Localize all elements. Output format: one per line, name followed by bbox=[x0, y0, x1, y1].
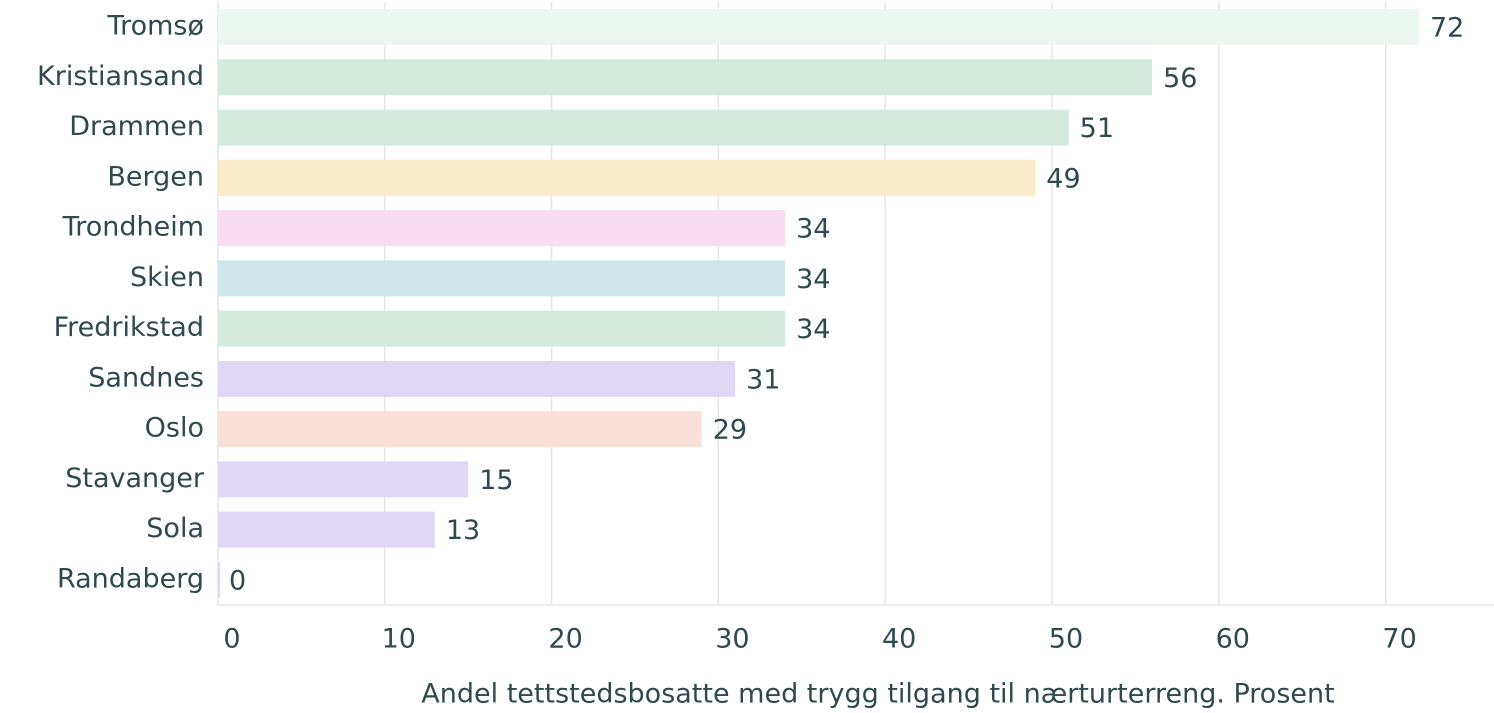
value-label: 34 bbox=[796, 314, 830, 345]
x-tick-label: 30 bbox=[715, 624, 749, 655]
y-tick-label: Trondheim bbox=[62, 212, 204, 243]
bar bbox=[218, 511, 435, 548]
y-tick-label: Oslo bbox=[145, 413, 204, 444]
value-label: 56 bbox=[1163, 63, 1197, 94]
value-label: 29 bbox=[713, 415, 747, 446]
y-tick-label: Sandnes bbox=[88, 362, 204, 393]
value-label: 49 bbox=[1046, 163, 1080, 194]
y-tick-label: Drammen bbox=[69, 111, 204, 142]
bar bbox=[218, 210, 786, 247]
x-tick-label: 50 bbox=[1049, 624, 1083, 655]
y-tick-label: Kristiansand bbox=[37, 61, 204, 92]
x-axis-label: Andel tettstedsbosatte med trygg tilgang… bbox=[421, 679, 1334, 710]
value-label: 15 bbox=[479, 465, 513, 496]
x-tick-label: 40 bbox=[882, 624, 916, 655]
bar bbox=[218, 109, 1069, 146]
value-label: 0 bbox=[229, 565, 246, 596]
bar bbox=[218, 360, 736, 397]
value-label: 13 bbox=[446, 515, 480, 546]
value-label: 72 bbox=[1430, 13, 1464, 44]
y-tick-label: Randaberg bbox=[57, 563, 204, 594]
bar bbox=[218, 310, 786, 347]
x-tick-label: 60 bbox=[1216, 624, 1250, 655]
bar bbox=[218, 260, 786, 297]
y-tick-label: Fredrikstad bbox=[54, 312, 204, 343]
bar bbox=[218, 59, 1153, 96]
x-tick-label: 10 bbox=[382, 624, 416, 655]
y-tick-label: Tromsø bbox=[107, 11, 204, 42]
x-tick-label: 0 bbox=[223, 624, 240, 655]
value-label: 34 bbox=[796, 214, 830, 245]
value-label: 31 bbox=[746, 364, 780, 395]
bar bbox=[218, 461, 469, 498]
value-label: 51 bbox=[1080, 113, 1114, 144]
x-tick-label: 70 bbox=[1382, 624, 1416, 655]
bar bbox=[218, 561, 220, 598]
y-tick-label: Skien bbox=[130, 262, 204, 293]
bar bbox=[218, 411, 702, 448]
y-tick-label: Bergen bbox=[107, 161, 204, 192]
y-tick-label: Sola bbox=[146, 513, 204, 544]
value-label: 34 bbox=[796, 264, 830, 295]
x-tick-label: 20 bbox=[548, 624, 582, 655]
bar bbox=[218, 159, 1036, 196]
y-tick-label: Stavanger bbox=[65, 463, 205, 494]
bar bbox=[218, 9, 1419, 46]
